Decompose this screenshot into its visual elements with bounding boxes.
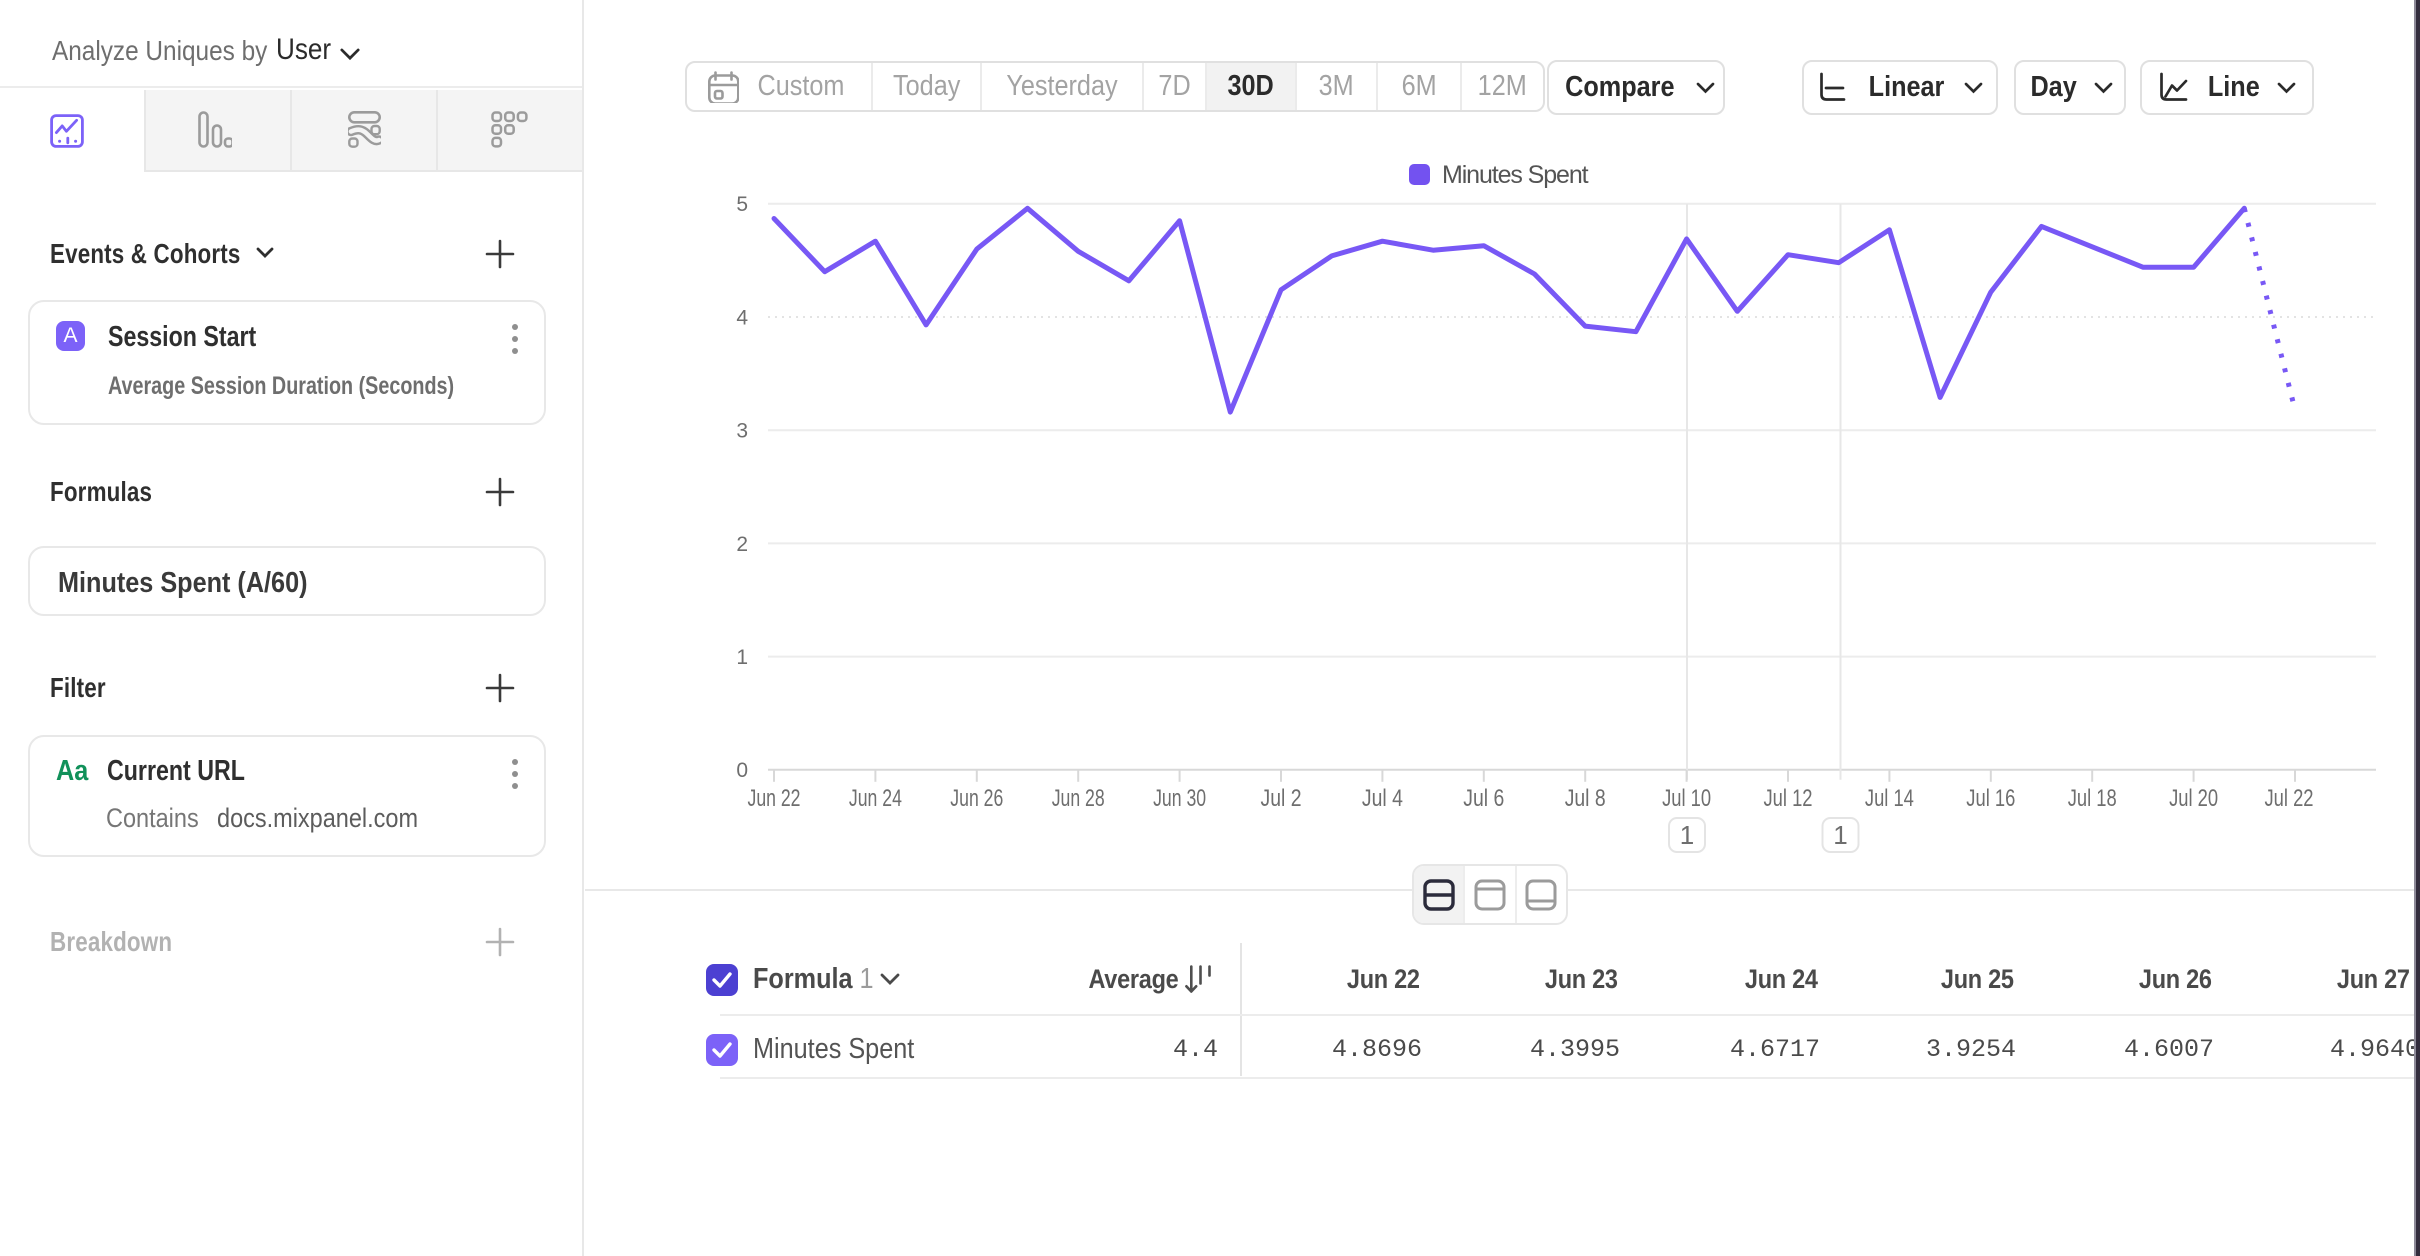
svg-text:1: 1 [736, 646, 748, 669]
svg-text:Minutes Spent: Minutes Spent [1442, 161, 1589, 189]
svg-text:4: 4 [736, 306, 748, 329]
svg-text:1: 1 [1833, 820, 1847, 850]
svg-text:Jul 14: Jul 14 [1865, 785, 1914, 812]
svg-text:0: 0 [736, 759, 748, 782]
svg-text:Jun 28: Jun 28 [1052, 785, 1105, 812]
svg-text:5: 5 [736, 193, 748, 216]
svg-text:Jul 22: Jul 22 [2265, 785, 2314, 812]
svg-text:Jun 22: Jun 22 [748, 785, 801, 812]
svg-text:3: 3 [736, 420, 748, 443]
svg-text:Jun 24: Jun 24 [849, 785, 902, 812]
svg-text:Jul 16: Jul 16 [1966, 785, 2015, 812]
svg-text:Jul 2: Jul 2 [1261, 785, 1302, 812]
svg-text:Jul 10: Jul 10 [1662, 785, 1711, 812]
svg-text:Jul 8: Jul 8 [1565, 785, 1606, 812]
svg-text:1: 1 [1680, 820, 1694, 850]
svg-text:Jun 30: Jun 30 [1153, 785, 1206, 812]
svg-text:Jul 12: Jul 12 [1764, 785, 1813, 812]
svg-text:Jul 6: Jul 6 [1463, 785, 1504, 812]
svg-text:Jul 20: Jul 20 [2169, 785, 2218, 812]
svg-text:Jun 26: Jun 26 [950, 785, 1003, 812]
svg-text:Jul 4: Jul 4 [1362, 785, 1403, 812]
svg-text:Jul 18: Jul 18 [2068, 785, 2117, 812]
svg-text:2: 2 [736, 533, 748, 556]
